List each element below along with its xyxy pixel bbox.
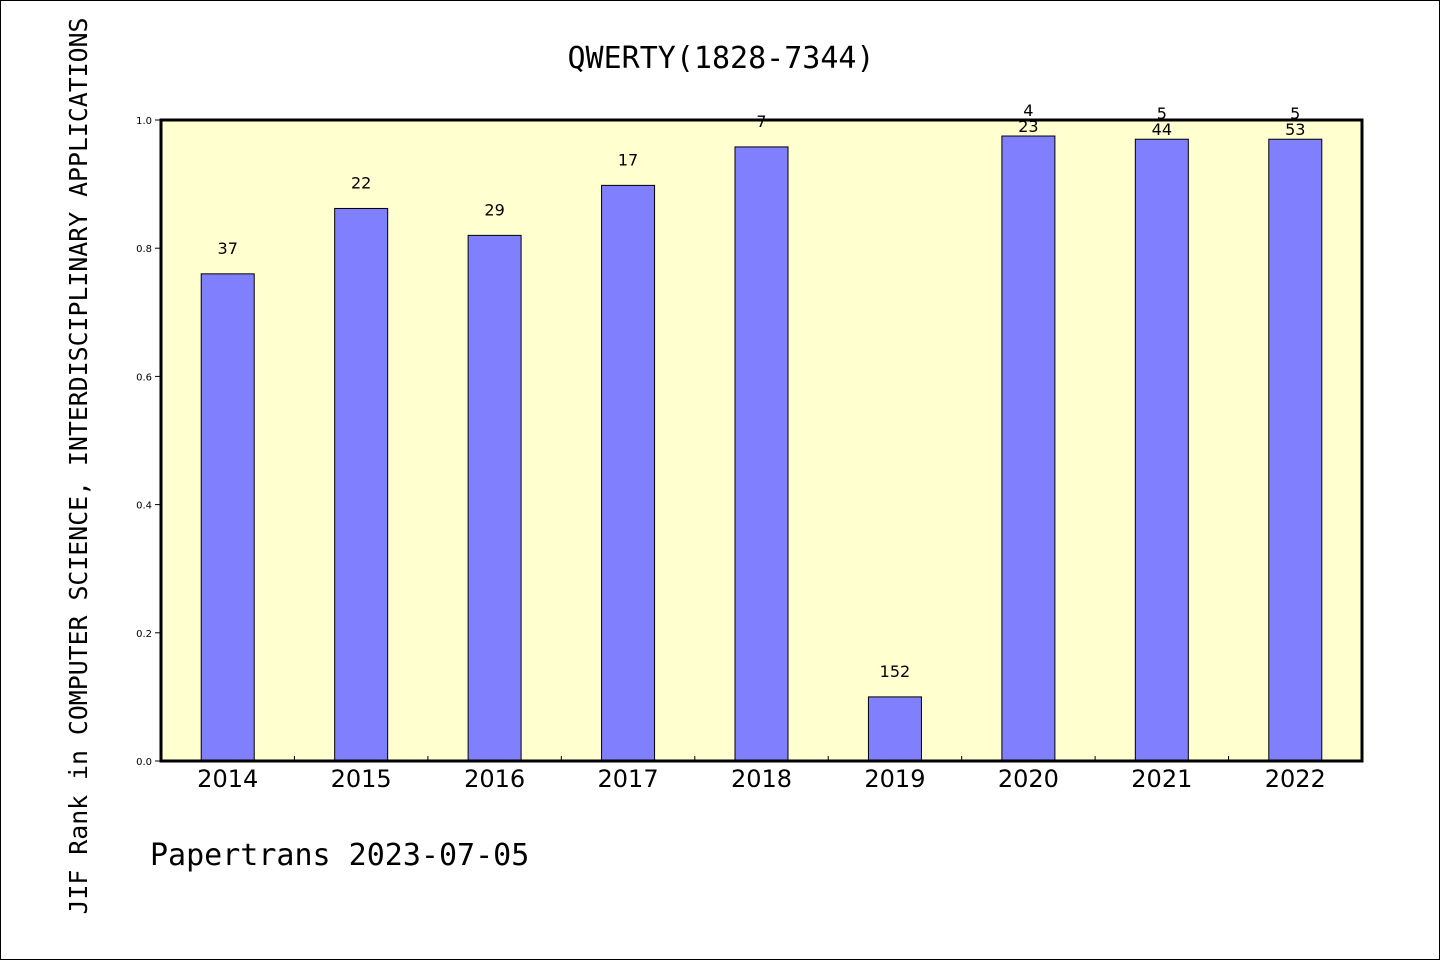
bar-2014 [200, 273, 255, 762]
x-tick-label: 2022 [1265, 765, 1326, 793]
bar-top-label: 4 [1023, 101, 1033, 120]
y-tick-label: 0.0 [136, 757, 152, 768]
y-tick-label: 0.2 [136, 629, 152, 640]
y-tick-label: 0.8 [136, 244, 152, 255]
ticks-layer: 2014 2015 2016 2017 2018 2019 2020 2021 2022 0.0 0… [136, 116, 1326, 793]
bar-rank-label: 37 [218, 239, 238, 258]
x-tick-label: 2014 [197, 765, 258, 793]
x-tick-label: 2017 [598, 765, 659, 793]
footer-credit: Papertrans 2023-07-05 [150, 838, 529, 873]
x-tick-label: 2020 [998, 765, 1059, 793]
bar-2015 [334, 207, 389, 762]
bar-2022 [1268, 138, 1323, 762]
bar-rank-label: 22 [351, 173, 371, 192]
x-tick-label: 2018 [731, 765, 792, 793]
bar-rank-label: 53 [1285, 120, 1305, 139]
bar-rank-label: 152 [880, 662, 911, 681]
chart-title: QWERTY(1828-7344) [567, 41, 874, 76]
bar-2018 [734, 146, 789, 762]
bar-rank-label: 44 [1152, 120, 1172, 139]
bar-2021 [1134, 138, 1189, 762]
bar-2019 [867, 696, 922, 762]
y-tick-label: 0.6 [136, 372, 152, 383]
x-tick-label: 2019 [864, 765, 925, 793]
bars-layer [200, 135, 1323, 762]
bar-2020 [1001, 135, 1056, 762]
x-tick-label: 2016 [464, 765, 525, 793]
bar-2017 [601, 184, 656, 762]
x-tick-label: 2021 [1131, 765, 1192, 793]
plot-frame [159, 118, 1364, 763]
bar-rank-label: 17 [618, 150, 638, 169]
bar-top-label: 5 [1290, 104, 1300, 123]
bar-2016 [467, 234, 522, 762]
y-tick-label: 0.4 [136, 501, 152, 512]
bar-rank-label: 23 [1018, 117, 1038, 136]
bar-rank-label: 29 [484, 200, 504, 219]
bar-top-label: 5 [1157, 104, 1167, 123]
y-tick-label: 1.0 [136, 116, 152, 127]
y-axis-label: JIF Rank in COMPUTER SCIENCE, INTERDISCI… [64, 18, 93, 915]
x-tick-label: 2015 [331, 765, 392, 793]
